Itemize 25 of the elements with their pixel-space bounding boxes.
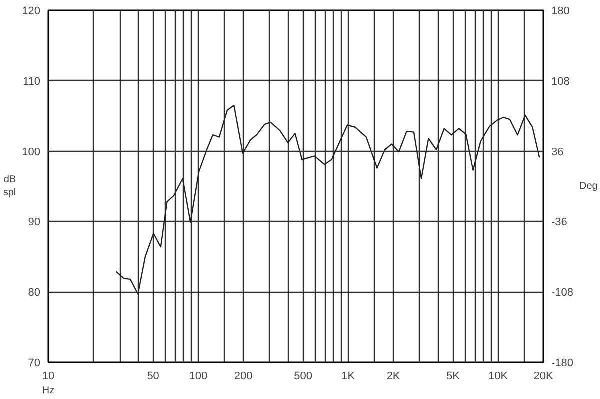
x-tick-label: 200 — [234, 370, 253, 382]
y2-tick-label: -180 — [552, 358, 574, 370]
y-tick-label: 110 — [22, 76, 41, 88]
x-tick-label: 5K — [446, 370, 461, 382]
y2-tick-label: 180 — [552, 6, 570, 18]
y2-axis-title: Deg — [580, 181, 598, 192]
x-tick-label: 10 — [42, 370, 55, 382]
y2-tick-label: 108 — [552, 76, 570, 88]
x-tick-label: 100 — [189, 370, 208, 382]
x-tick-label: 50 — [147, 370, 160, 382]
x-tick-label: 20K — [534, 370, 554, 382]
y2-tick-label: -36 — [552, 216, 568, 229]
x-axis-title: Hz — [42, 386, 55, 396]
y-tick-label: 70 — [28, 358, 41, 370]
y-tick-label: 90 — [28, 216, 41, 229]
y2-tick-label: -108 — [552, 287, 574, 300]
y-tick-label: 100 — [22, 146, 41, 158]
y-tick-label: 80 — [28, 287, 41, 300]
y-axis-title: dB spl — [3, 174, 16, 199]
x-tick-label: 500 — [294, 370, 312, 382]
x-tick-label: 1K — [342, 370, 356, 382]
y2-tick-label: 36 — [552, 146, 564, 158]
x-tick-label: 10K — [488, 370, 509, 382]
x-tick-label: 2K — [386, 370, 401, 382]
y-tick-label: 120 — [22, 6, 41, 18]
